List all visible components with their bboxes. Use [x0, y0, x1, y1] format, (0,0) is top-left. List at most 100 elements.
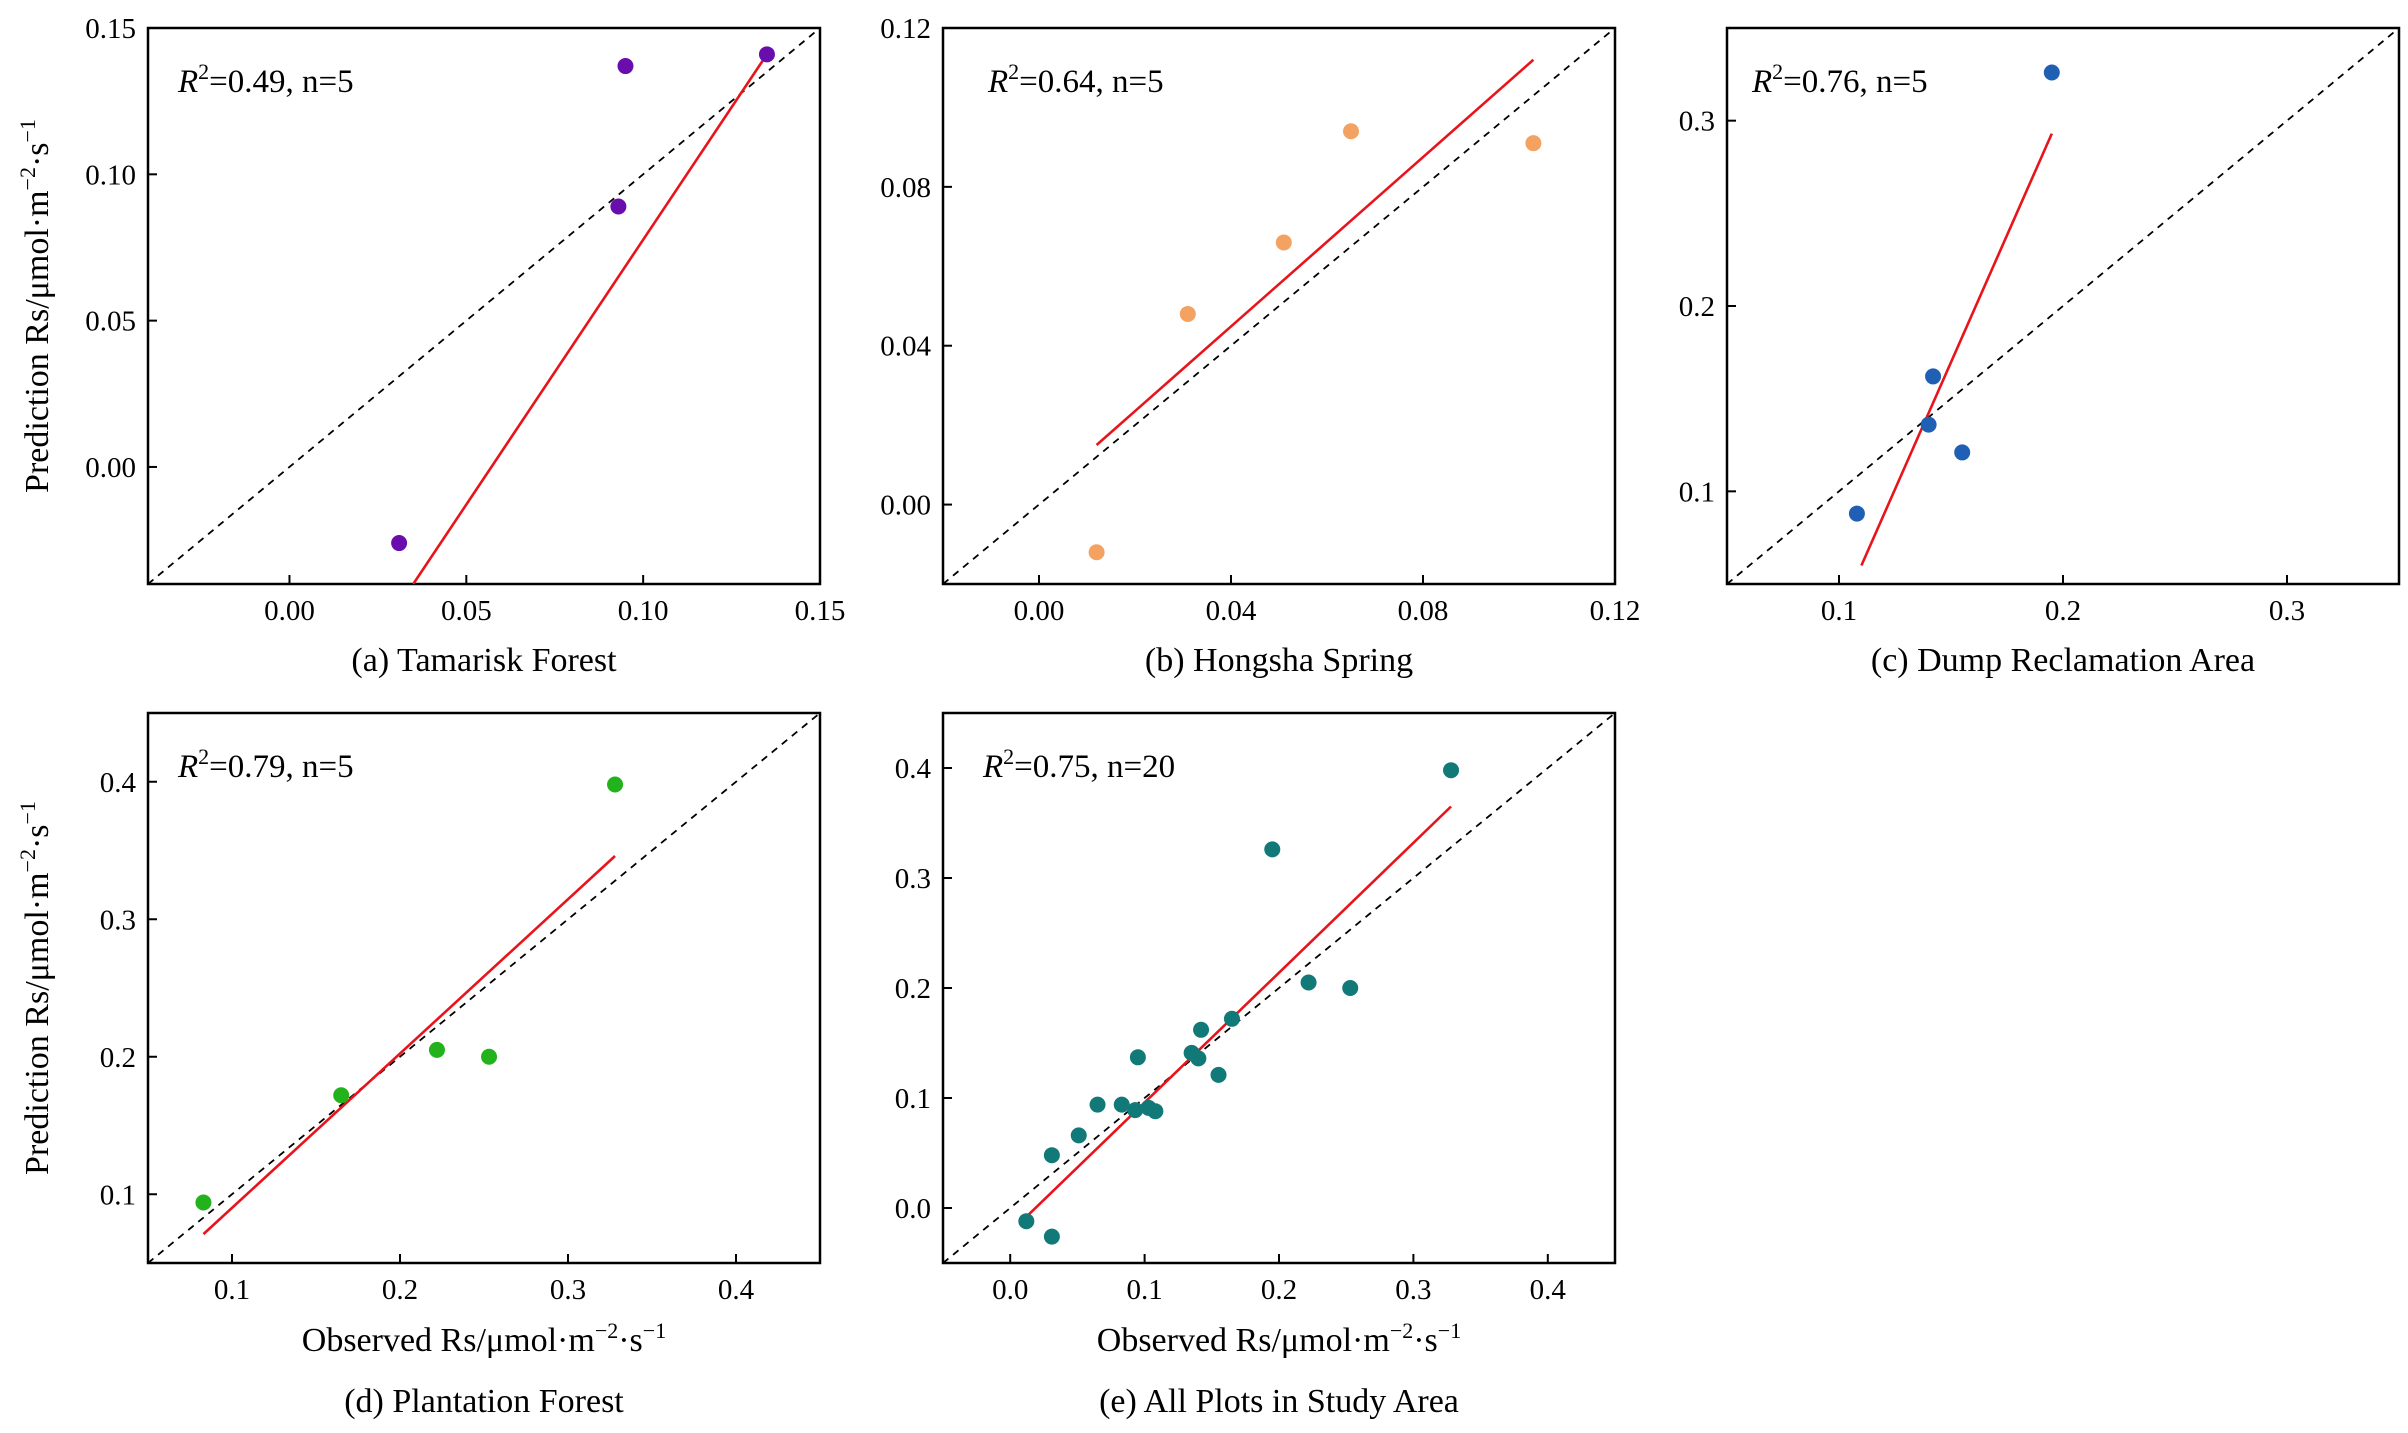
x-tick-label: 0.1 [1821, 595, 1857, 627]
panel-caption: (a) Tamarisk Forest [351, 642, 617, 679]
identity-line [943, 713, 1615, 1263]
data-point [333, 1087, 350, 1104]
x-tick-label: 0.2 [1261, 1274, 1297, 1306]
data-point [1089, 1096, 1106, 1113]
x-tick-label: 0.04 [1206, 595, 1257, 627]
y-axis-label-top: Prediction Rs/μmol·m−2·s−1 [15, 119, 56, 493]
x-tick-label: 0.1 [214, 1274, 250, 1306]
y-tick-label: 0.10 [85, 159, 136, 191]
data-point [1264, 841, 1281, 858]
panel-c: 0.1 0.2 0.3 0.1 0.2 0.3 R2=0.76, n=5 (c) Dump… [1679, 26, 2401, 679]
x-axis-label: Observed Rs/μmol·m−2·s−1 [302, 1318, 666, 1359]
data-point [1525, 135, 1542, 152]
data-point [758, 46, 775, 63]
y-tick-label: 0.2 [100, 1042, 136, 1074]
x-tick-label: 0.05 [441, 595, 492, 627]
data-point [1193, 1021, 1210, 1038]
panel-b: 0.00 0.04 0.08 0.12 0.00 0.04 0.08 0.12 R2=0.64… [880, 13, 1640, 679]
y-tick-label: 0.3 [1679, 106, 1715, 138]
marks-layer [1848, 64, 2060, 522]
identity-line [148, 713, 820, 1263]
data-point [1043, 1147, 1060, 1164]
data-point [2043, 64, 2060, 81]
data-point [1300, 974, 1317, 991]
data-point [1127, 1102, 1144, 1119]
data-point [607, 776, 624, 793]
y-tick-label: 0.4 [895, 753, 932, 785]
marks-layer [1018, 762, 1460, 1245]
fit-line [202, 855, 616, 1236]
data-point [391, 535, 408, 552]
panel-d: 0.1 0.2 0.3 0.4 0.1 0.2 0.3 0.4 R2=0.79, n=5 Ob… [100, 711, 822, 1420]
identity-line [148, 28, 820, 584]
ticks-layer: 0.1 0.2 0.3 0.4 0.1 0.2 0.3 0.4 [100, 767, 755, 1306]
x-tick-label: 0.2 [2045, 595, 2081, 627]
ticks-layer: 0.00 0.05 0.10 0.15 0.00 0.05 0.10 0.15 [85, 13, 845, 627]
panel-caption: (b) Hongsha Spring [1145, 642, 1413, 679]
ticks-layer: 0.1 0.2 0.3 0.1 0.2 0.3 [1679, 106, 2305, 627]
x-tick-label: 0.0 [992, 1274, 1028, 1306]
data-point [1275, 234, 1292, 251]
x-tick-label: 0.4 [718, 1274, 755, 1306]
y-tick-label: 0.1 [895, 1083, 931, 1115]
identity-line [1727, 28, 2399, 584]
fit-line [1095, 58, 1535, 446]
stat-annotation: R2=0.75, n=20 [982, 744, 1175, 785]
y-tick-label: 0.04 [880, 331, 931, 363]
x-tick-label: 0.00 [264, 595, 315, 627]
x-tick-label: 0.3 [1395, 1274, 1431, 1306]
data-point [1954, 444, 1971, 461]
stat-annotation: R2=0.79, n=5 [177, 744, 354, 785]
identity-and-fit-layer [943, 28, 1615, 584]
plot-frame [146, 26, 822, 586]
data-point [1179, 305, 1196, 322]
data-point [1088, 544, 1105, 561]
identity-and-fit-layer [1727, 28, 2399, 584]
x-tick-label: 0.12 [1590, 595, 1641, 627]
data-point [1113, 1096, 1130, 1113]
stat-annotation: R2=0.64, n=5 [987, 59, 1164, 100]
y-axis-label-bottom: Prediction Rs/μmol·m−2·s−1 [15, 801, 56, 1175]
stat-annotation: R2=0.76, n=5 [1751, 59, 1928, 100]
y-tick-label: 0.3 [895, 863, 931, 895]
y-tick-label: 0.15 [85, 13, 136, 45]
panel-e: 0.0 0.1 0.2 0.3 0.4 0.0 0.1 0.2 0.3 0.4 R2=0.75, … [895, 711, 1617, 1420]
data-point [1343, 123, 1359, 140]
marks-layer [391, 46, 775, 552]
panel-caption: (e) All Plots in Study Area [1099, 1383, 1459, 1420]
y-tick-label: 0.00 [85, 452, 136, 484]
data-point [1129, 1049, 1146, 1066]
plot-frame [941, 26, 1617, 586]
stat-annotation: R2=0.49, n=5 [177, 59, 354, 100]
y-tick-label: 0.2 [1679, 291, 1715, 323]
x-tick-label: 0.08 [1398, 595, 1449, 627]
x-tick-label: 0.15 [795, 595, 846, 627]
x-tick-label: 0.10 [618, 595, 669, 627]
data-point [1920, 416, 1937, 433]
panel-caption: (d) Plantation Forest [344, 1383, 624, 1420]
x-axis-label: Observed Rs/μmol·m−2·s−1 [1097, 1318, 1461, 1359]
data-point [1848, 505, 1865, 522]
data-point [1043, 1228, 1060, 1245]
data-point [617, 58, 634, 75]
fit-line [1025, 805, 1452, 1218]
y-tick-label: 0.3 [100, 904, 136, 936]
y-tick-label: 0.05 [85, 306, 136, 338]
x-tick-label: 0.1 [1126, 1274, 1162, 1306]
data-point [610, 198, 627, 215]
y-tick-label: 0.4 [100, 767, 137, 799]
marks-layer [195, 776, 624, 1211]
y-tick-label: 0.1 [100, 1179, 136, 1211]
identity-line [943, 28, 1615, 584]
data-point [1210, 1066, 1227, 1083]
identity-and-fit-layer [148, 713, 820, 1263]
data-point [1190, 1050, 1207, 1067]
x-tick-label: 0.00 [1014, 595, 1065, 627]
plot-frame [146, 711, 822, 1265]
ticks-layer: 0.0 0.1 0.2 0.3 0.4 0.0 0.1 0.2 0.3 0.4 [895, 753, 1567, 1306]
data-point [1147, 1103, 1164, 1120]
ticks-layer: 0.00 0.04 0.08 0.12 0.00 0.04 0.08 0.12 [880, 13, 1640, 627]
y-tick-label: 0.2 [895, 973, 931, 1005]
y-tick-label: 0.12 [880, 13, 931, 45]
x-tick-label: 0.3 [550, 1274, 586, 1306]
